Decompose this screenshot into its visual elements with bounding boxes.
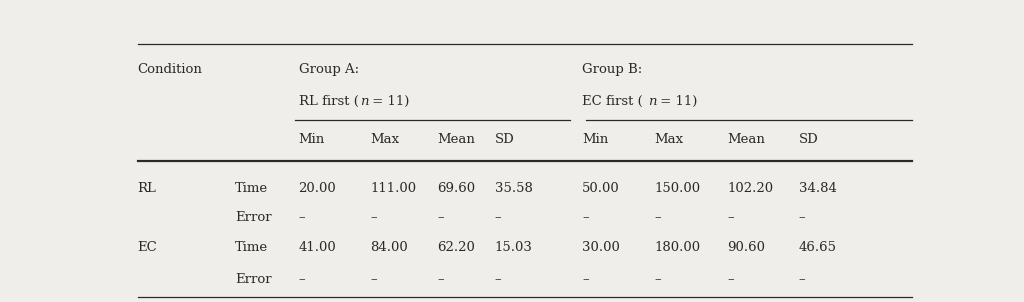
Text: Max: Max bbox=[654, 133, 683, 146]
Text: Mean: Mean bbox=[437, 133, 475, 146]
Text: 150.00: 150.00 bbox=[654, 182, 700, 195]
Text: Mean: Mean bbox=[727, 133, 765, 146]
Text: Condition: Condition bbox=[137, 63, 203, 76]
Text: EC first (: EC first ( bbox=[582, 95, 643, 108]
Text: RL first (: RL first ( bbox=[299, 95, 358, 108]
Text: –: – bbox=[437, 273, 444, 286]
Text: –: – bbox=[437, 211, 444, 224]
Text: –: – bbox=[370, 273, 377, 286]
Text: 20.00: 20.00 bbox=[299, 182, 336, 195]
Text: Time: Time bbox=[236, 182, 268, 195]
Text: 30.00: 30.00 bbox=[582, 241, 620, 254]
Text: SD: SD bbox=[495, 133, 514, 146]
Text: 35.58: 35.58 bbox=[495, 182, 532, 195]
Text: 84.00: 84.00 bbox=[370, 241, 408, 254]
Text: n: n bbox=[359, 95, 369, 108]
Text: –: – bbox=[654, 273, 660, 286]
Text: Error: Error bbox=[236, 273, 271, 286]
Text: 15.03: 15.03 bbox=[495, 241, 532, 254]
Text: –: – bbox=[654, 211, 660, 224]
Text: Error: Error bbox=[236, 211, 271, 224]
Text: –: – bbox=[582, 211, 589, 224]
Text: –: – bbox=[727, 273, 734, 286]
Text: 50.00: 50.00 bbox=[582, 182, 620, 195]
Text: 111.00: 111.00 bbox=[370, 182, 416, 195]
Text: –: – bbox=[299, 273, 305, 286]
Text: Min: Min bbox=[299, 133, 325, 146]
Text: Min: Min bbox=[582, 133, 608, 146]
Text: 34.84: 34.84 bbox=[799, 182, 837, 195]
Text: = 11): = 11) bbox=[368, 95, 409, 108]
Text: Time: Time bbox=[236, 241, 268, 254]
Text: 180.00: 180.00 bbox=[654, 241, 700, 254]
Text: RL: RL bbox=[137, 182, 157, 195]
Text: 46.65: 46.65 bbox=[799, 241, 837, 254]
Text: 90.60: 90.60 bbox=[727, 241, 765, 254]
Text: EC: EC bbox=[137, 241, 158, 254]
Text: –: – bbox=[727, 211, 734, 224]
Text: Max: Max bbox=[370, 133, 399, 146]
Text: –: – bbox=[799, 211, 805, 224]
Text: Group A:: Group A: bbox=[299, 63, 358, 76]
Text: –: – bbox=[495, 211, 502, 224]
Text: –: – bbox=[799, 273, 805, 286]
Text: –: – bbox=[370, 211, 377, 224]
Text: –: – bbox=[299, 211, 305, 224]
Text: 69.60: 69.60 bbox=[437, 182, 475, 195]
Text: 102.20: 102.20 bbox=[727, 182, 773, 195]
Text: 41.00: 41.00 bbox=[299, 241, 336, 254]
Text: SD: SD bbox=[799, 133, 818, 146]
Text: 62.20: 62.20 bbox=[437, 241, 475, 254]
Text: –: – bbox=[495, 273, 502, 286]
Text: Group B:: Group B: bbox=[582, 63, 642, 76]
Text: n: n bbox=[648, 95, 656, 108]
Text: = 11): = 11) bbox=[655, 95, 697, 108]
Text: –: – bbox=[582, 273, 589, 286]
